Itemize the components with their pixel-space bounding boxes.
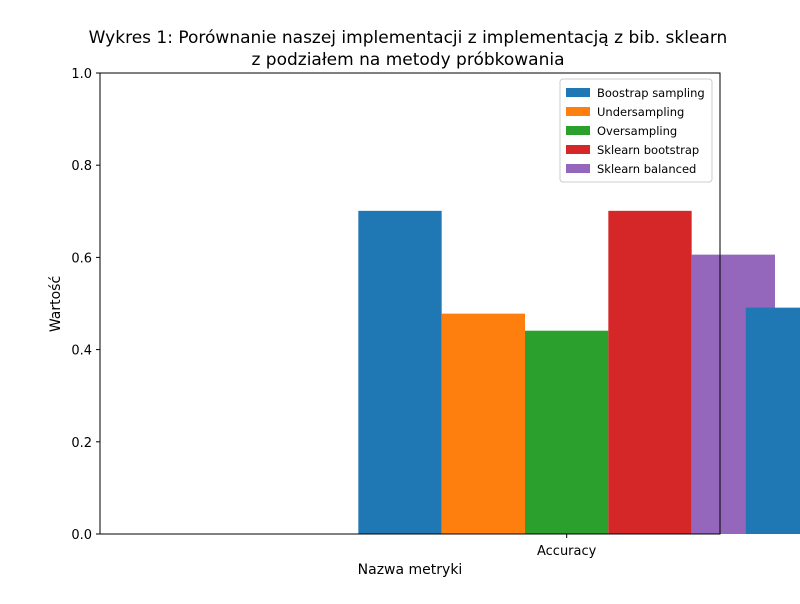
bar-accuracy-1 — [441, 313, 525, 534]
bar-accuracy-3 — [608, 210, 692, 535]
legend-label-0: Boostrap sampling — [597, 86, 705, 100]
bar-accuracy-2 — [525, 330, 609, 534]
legend-label-2: Oversampling — [597, 124, 677, 138]
bars-layer — [358, 210, 800, 535]
bar-precision-0 — [745, 307, 800, 534]
bar-accuracy-0 — [358, 210, 442, 535]
y-tick-label-1: 0.2 — [71, 436, 92, 451]
plot-frame — [99, 72, 721, 535]
y-axis-label: Wartość — [48, 276, 64, 332]
legend-swatch-4 — [566, 164, 590, 173]
legend-label-1: Undersampling — [597, 105, 684, 119]
x-tick-label-0: Accuracy — [537, 544, 597, 559]
y-tick-label-3: 0.6 — [71, 251, 92, 266]
legend-label-3: Sklearn bootstrap — [597, 143, 699, 157]
y-tick-label-0: 0.0 — [71, 528, 92, 543]
legend-swatch-2 — [566, 126, 590, 135]
chart-title-line-1: Wykres 1: Porównanie naszej implementacj… — [89, 28, 728, 48]
legend-swatch-0 — [566, 88, 590, 97]
legend-swatch-3 — [566, 145, 590, 154]
legend-swatch-1 — [566, 107, 590, 116]
x-axis-label: Nazwa metryki — [358, 562, 463, 578]
legend-box — [559, 78, 713, 183]
legend-label-4: Sklearn balanced — [597, 162, 696, 176]
axes-layer: 0.00.20.40.60.81.0AccuracyPrecision — [71, 67, 721, 559]
y-tick-label-5: 1.0 — [71, 67, 92, 82]
legend: Boostrap sampling Undersampling Oversampli… — [559, 78, 713, 183]
chart-title-line-2: z podziałem na metody próbkowania — [251, 50, 564, 70]
y-tick-label-4: 0.8 — [71, 159, 92, 174]
y-tick-label-2: 0.4 — [71, 344, 92, 359]
